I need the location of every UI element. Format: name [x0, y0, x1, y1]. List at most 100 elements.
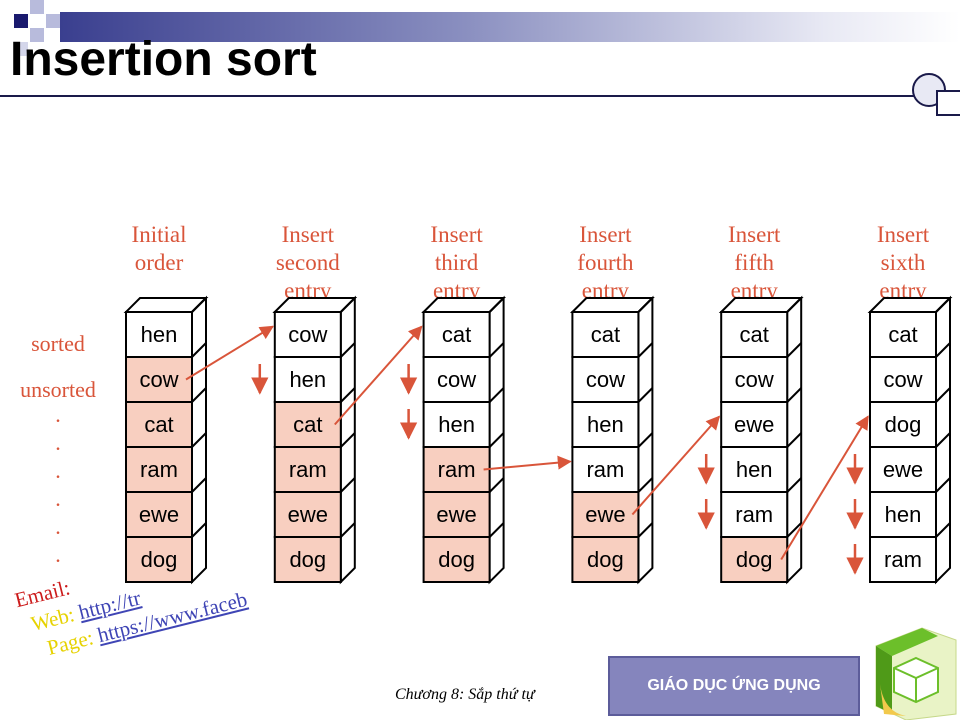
cell-edge: [488, 522, 505, 538]
column-label: Initial: [132, 222, 187, 247]
entry-cell: [273, 536, 342, 583]
entry-cell: [720, 401, 789, 448]
entry-label: cow: [288, 322, 327, 347]
entry-label: ewe: [139, 502, 179, 527]
entry-cell: [422, 491, 491, 538]
cell-edge: [637, 477, 654, 493]
title-band: [60, 12, 960, 42]
entry-label: cat: [740, 322, 769, 347]
sorted-label: sorted: [31, 331, 85, 356]
column-label: Insert: [282, 222, 335, 247]
slide-title: Insertion sort: [10, 33, 317, 86]
entry-label: ram: [140, 457, 178, 482]
column-label: Insert: [728, 222, 781, 247]
corner-square: [30, 28, 44, 42]
ellipsis-dot: .: [55, 514, 61, 539]
entry-cell: [125, 491, 193, 538]
entry-label: ram: [438, 457, 476, 482]
cell-edge: [637, 432, 654, 448]
entry-cell: [571, 536, 640, 583]
cell-edge: [488, 477, 505, 493]
entry-label: ewe: [288, 502, 328, 527]
ellipsis-dot: .: [55, 430, 61, 455]
entry-label: hen: [736, 457, 773, 482]
insert-arrow: [483, 455, 572, 471]
cell-edge: [340, 297, 356, 313]
brand-button[interactable]: GIÁO DỤC ỨNG DỤNG: [608, 656, 860, 716]
entry-label: ewe: [585, 502, 625, 527]
decorative-square: [936, 90, 960, 116]
entry-label: ewe: [436, 502, 476, 527]
entry-cell: [869, 356, 937, 403]
cell-edge: [488, 387, 505, 403]
cell-edge: [191, 387, 207, 403]
entry-label: cat: [442, 322, 471, 347]
entry-label: cat: [888, 322, 917, 347]
entry-cell: [422, 401, 491, 448]
entry-cell: [571, 401, 640, 448]
entry-cell: [720, 311, 789, 358]
entry-cell: [869, 401, 937, 448]
entry-label: cow: [735, 367, 774, 392]
entry-cell: [273, 311, 342, 358]
entry-cell: [273, 491, 342, 538]
entry-cell: [422, 536, 491, 583]
entry-cell: [869, 491, 937, 538]
entry-label: hen: [885, 502, 922, 527]
entry-label: hen: [289, 367, 326, 392]
entry-label: dog: [289, 547, 326, 572]
cell-edge: [935, 522, 951, 538]
cell-edge: [191, 297, 207, 313]
entry-label: dog: [885, 412, 922, 437]
entry-cell: [125, 446, 193, 493]
entry-cell: [273, 356, 342, 403]
cell-edge: [935, 387, 951, 403]
column-label: Insert: [579, 222, 632, 247]
corner-square: [30, 0, 44, 14]
column-label: third: [435, 250, 479, 275]
ellipsis-dot: .: [55, 458, 61, 483]
entry-cell: [869, 536, 937, 583]
corner-square: [46, 14, 60, 28]
cell-edge: [488, 297, 505, 313]
column-label: fifth: [734, 250, 774, 275]
entry-label: cow: [883, 367, 922, 392]
cell-edge: [191, 522, 207, 538]
cell-edge: [786, 387, 802, 403]
insert-arrow: [631, 415, 721, 516]
entry-label: cat: [144, 412, 173, 437]
corner-decoration: [0, 0, 80, 60]
column-label: order: [135, 250, 184, 275]
corner-square: [14, 14, 28, 28]
cell-edge: [637, 342, 654, 358]
cell-edge: [340, 477, 356, 493]
entry-cell: [571, 491, 640, 538]
entry-label: cow: [437, 367, 476, 392]
cell-edge: [340, 432, 356, 448]
insert-arrow: [185, 325, 274, 381]
entry-cell: [273, 446, 342, 493]
entry-label: cat: [293, 412, 322, 437]
cell-edge: [786, 342, 802, 358]
entry-cell: [720, 536, 789, 583]
column-label: Insert: [430, 222, 483, 247]
ellipsis-dot: .: [55, 486, 61, 511]
entry-label: dog: [736, 547, 773, 572]
cell-edge: [340, 387, 356, 403]
unsorted-label: unsorted: [20, 377, 96, 402]
entry-label: ram: [586, 457, 624, 482]
cell-edge: [786, 432, 802, 448]
entry-label: hen: [438, 412, 475, 437]
cell-edge: [488, 342, 505, 358]
column-label: fourth: [577, 250, 634, 275]
cell-edge: [786, 297, 802, 313]
insertion-sort-diagram: Initial order hen cow cat ram ewe dog Insert seco…: [20, 222, 953, 585]
entry-label: dog: [141, 547, 178, 572]
entry-label: ram: [289, 457, 327, 482]
entry-cell: [720, 446, 789, 493]
ellipsis-dot: .: [55, 542, 61, 567]
cell-edge: [935, 432, 951, 448]
cell-edge: [935, 477, 951, 493]
insert-arrow: [780, 415, 869, 561]
cell-edge: [637, 297, 654, 313]
